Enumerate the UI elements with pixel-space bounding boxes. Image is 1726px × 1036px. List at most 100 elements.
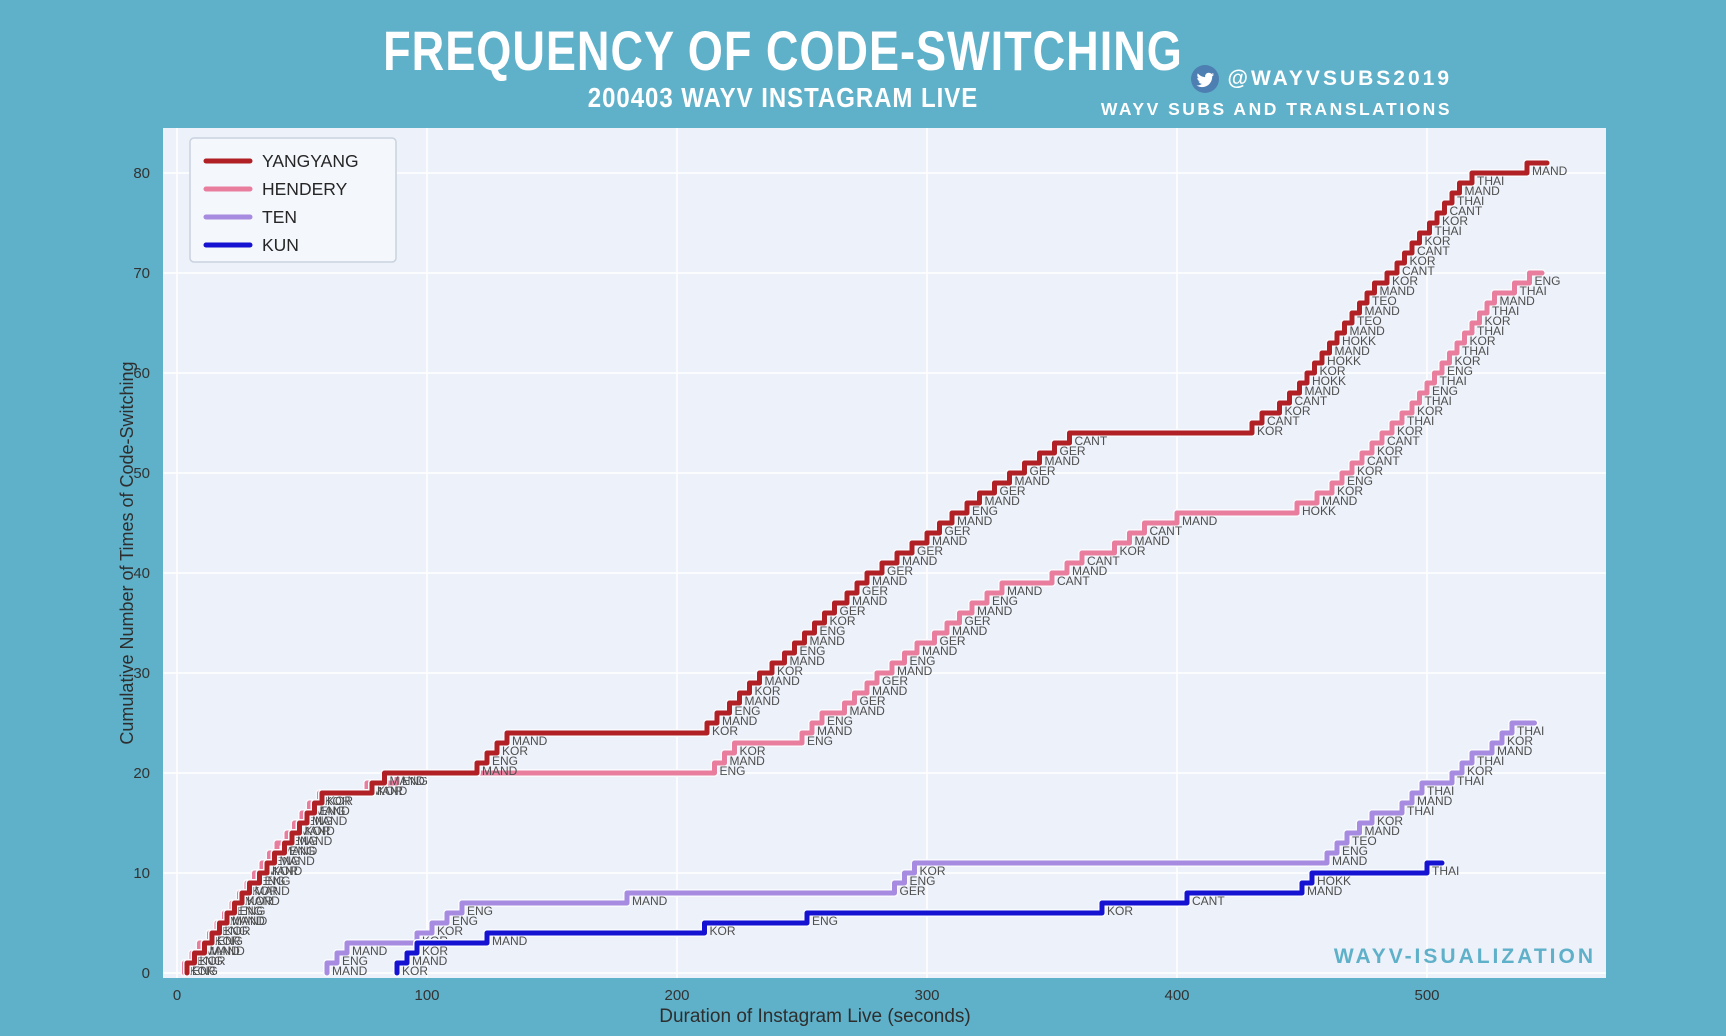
step-label-yangyang-48-mand: MAND [985, 494, 1021, 508]
step-label-hendery-9-kor: KOR [252, 884, 278, 898]
step-label-yangyang-58-cant: CANT [1295, 394, 1328, 408]
step-label-yangyang-35-eng: ENG [820, 624, 846, 638]
step-label-yangyang-21-mand: MAND [482, 764, 518, 778]
step-label-yangyang-18-kor: KOR [327, 794, 353, 808]
step-label-hendery-48-mand: MAND [1322, 494, 1358, 508]
step-label-hendery-36-ger: GER [965, 614, 991, 628]
step-label-hendery-24-eng: ENG [807, 734, 833, 748]
step-label-yangyang-44-mand: MAND [932, 534, 968, 548]
step-label-hendery-10-eng: ENG [260, 874, 286, 888]
step-label-hendery-15-mand: MAND [300, 824, 336, 838]
step-label-yangyang-51-ger: GER [1030, 464, 1056, 478]
step-label-hendery-61-eng: ENG [1447, 364, 1473, 378]
x-tick-label-500: 500 [1414, 987, 1439, 1004]
step-label-yangyang-81-mand: MAND [1532, 164, 1568, 178]
step-label-kun-10-hokk: HOKK [1317, 874, 1351, 888]
step-label-hendery-27-mand: MAND [850, 704, 886, 718]
step-label-yangyang-62-hokk: HOKK [1327, 354, 1361, 368]
y-tick-label-20: 20 [133, 765, 150, 782]
step-label-yangyang-29-kor: KOR [755, 684, 781, 698]
y-tick-label-50: 50 [133, 465, 150, 482]
step-label-hendery-57-kor: KOR [1417, 404, 1443, 418]
step-label-yangyang-34-mand: MAND [810, 634, 846, 648]
x-tick-label-100: 100 [414, 987, 439, 1004]
step-label-hendery-58-thai: THAI [1425, 394, 1452, 408]
step-label-hendery-32-eng: ENG [910, 654, 936, 668]
series-line-yangyang [184, 160, 1550, 976]
step-label-yangyang-68-teo: TEO [1372, 294, 1397, 308]
step-label-yangyang-33-eng: ENG [800, 644, 826, 658]
step-label-yangyang-55-kor: KOR [1257, 424, 1283, 438]
y-tick-label-80: 80 [133, 165, 150, 182]
step-label-yangyang-4-eng: ENG [217, 934, 243, 948]
step-label-hendery-8-mand: MAND [245, 894, 281, 908]
step-label-yangyang-47-eng: ENG [972, 504, 998, 518]
legend-label-kun: KUN [262, 235, 299, 255]
step-label-yangyang-79-mand: MAND [1465, 184, 1501, 198]
twitter-handle: @WAYVSUBS2019 [1227, 67, 1452, 90]
step-label-hendery-19-mand: MAND [372, 784, 408, 798]
step-label-yangyang-2-kor: KOR [200, 954, 226, 968]
step-label-ten-1-mand: MAND [332, 964, 368, 978]
step-label-yangyang-27-eng: ENG [735, 704, 761, 718]
x-tick-label-200: 200 [664, 987, 689, 1004]
step-label-ten-14-teo: TEO [1352, 834, 1377, 848]
step-label-ten-16-kor: KOR [1377, 814, 1403, 828]
step-label-hendery-6-mand: MAND [230, 914, 266, 928]
plot-area [163, 128, 1606, 978]
step-label-hendery-52-cant: CANT [1367, 454, 1400, 468]
step-label-yangyang-56-cant: CANT [1267, 414, 1300, 428]
step-label-kun-11-thai: THAI [1432, 864, 1459, 878]
x-tick-label-400: 400 [1164, 987, 1189, 1004]
step-label-ten-12-mand: MAND [1332, 854, 1368, 868]
step-label-yangyang-1-eng: ENG [192, 964, 218, 978]
step-label-ten-5-kor: KOR [437, 924, 463, 938]
step-label-ten-19-thai: THAI [1427, 784, 1454, 798]
step-label-hendery-1-kor: KOR [190, 964, 216, 978]
step-label-hendery-35-mand: MAND [952, 624, 988, 638]
y-tick-label-30: 30 [133, 665, 150, 682]
step-label-hendery-14-eng: ENG [292, 834, 318, 848]
step-label-hendery-40-cant: CANT [1057, 574, 1090, 588]
step-label-yangyang-16-mand: MAND [312, 814, 348, 828]
step-label-yangyang-13-eng: ENG [290, 844, 316, 858]
step-label-hendery-43-kor: KOR [1120, 544, 1146, 558]
step-label-hendery-69-thai: THAI [1520, 284, 1547, 298]
step-label-yangyang-38-mand: MAND [852, 594, 888, 608]
step-label-yangyang-39-ger: GER [862, 584, 888, 598]
step-label-ten-6-eng: ENG [452, 914, 478, 928]
step-label-hendery-67-thai: THAI [1492, 304, 1519, 318]
step-label-hendery-34-ger: GER [940, 634, 966, 648]
series-line-kun [394, 860, 1445, 976]
step-label-yangyang-74-kor: KOR [1425, 234, 1451, 248]
step-label-yangyang-80-thai: THAI [1477, 174, 1504, 188]
step-label-hendery-26-eng: ENG [827, 714, 853, 728]
step-label-hendery-31-mand: MAND [897, 664, 933, 678]
y-tick-label-10: 10 [133, 865, 150, 882]
step-label-ten-25-thai: THAI [1517, 724, 1544, 738]
step-label-kun-6-eng: ENG [812, 914, 838, 928]
step-label-yangyang-52-mand: MAND [1045, 454, 1081, 468]
step-label-yangyang-36-kor: KOR [830, 614, 856, 628]
y-tick-label-60: 60 [133, 365, 150, 382]
twitter-credit: @WAYVSUBS2019 WAYV SUBS AND TRANSLATIONS [1101, 64, 1452, 120]
step-label-hendery-4-kor: KOR [215, 934, 241, 948]
step-label-hendery-18-kor: KOR [325, 794, 351, 808]
step-label-hendery-47-hokk: HOKK [1302, 504, 1336, 518]
step-label-yangyang-57-kor: KOR [1285, 404, 1311, 418]
twitter-icon [1190, 65, 1219, 93]
step-label-yangyang-42-mand: MAND [902, 554, 938, 568]
legend-box [189, 137, 397, 263]
step-label-yangyang-64-hokk: HOKK [1342, 334, 1376, 348]
step-label-hendery-68-mand: MAND [1500, 294, 1536, 308]
step-label-ten-8-mand: MAND [632, 894, 668, 908]
step-label-yangyang-43-ger: GER [917, 544, 943, 558]
y-tick-label-70: 70 [133, 265, 150, 282]
watermark-text: WAYV-ISUALIZATION [1334, 945, 1596, 968]
step-label-yangyang-20-mand: MAND [390, 774, 426, 788]
step-label-yangyang-15-kor: KOR [305, 824, 331, 838]
step-label-hendery-41-mand: MAND [1072, 564, 1108, 578]
step-label-yangyang-8-kor: KOR [247, 894, 273, 908]
step-label-ten-2-eng: ENG [342, 954, 368, 968]
